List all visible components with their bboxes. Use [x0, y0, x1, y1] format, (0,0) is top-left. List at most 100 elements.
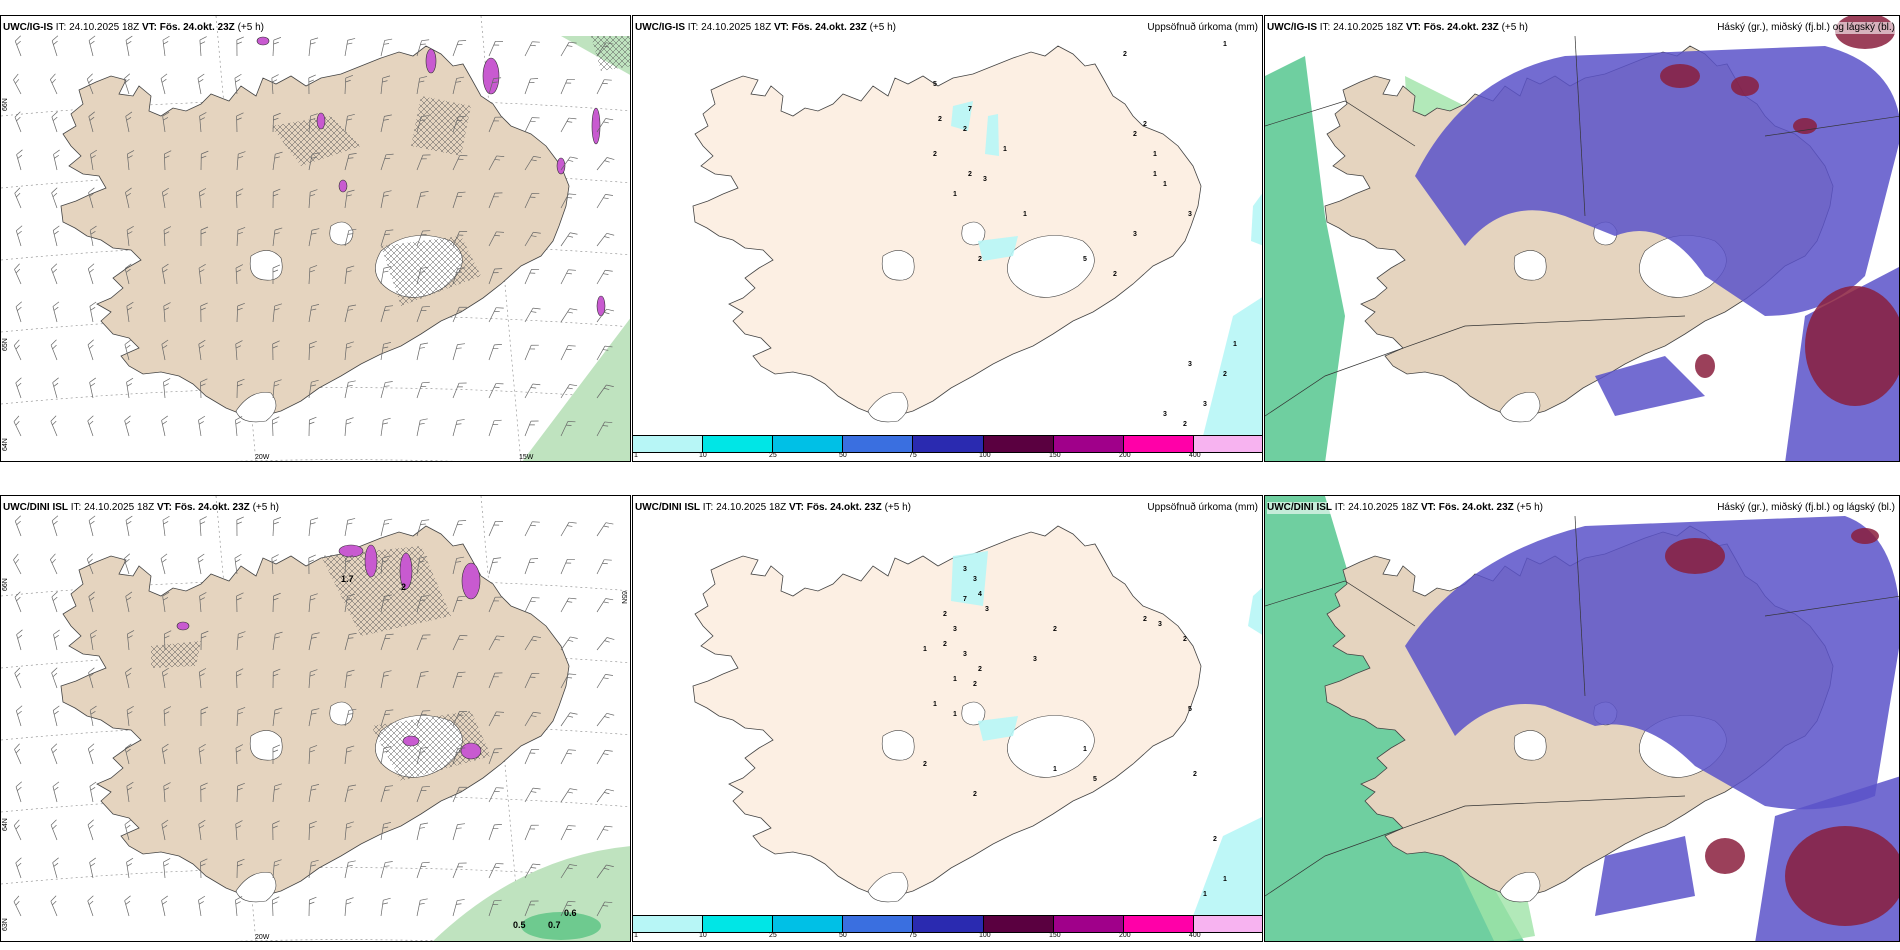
colorbar-tick-label: 1	[634, 452, 638, 459]
precip-cell	[425, 48, 437, 74]
high-cloud-area	[1793, 118, 1817, 134]
colorbar-segment	[1193, 916, 1262, 932]
wind-barb-icon	[560, 597, 577, 613]
wind-barb-icon	[272, 37, 282, 57]
wind-barb-icon	[596, 384, 614, 399]
wind-barb-icon	[416, 861, 430, 879]
wind-barb-icon	[596, 901, 613, 917]
wind-barb-icon	[198, 339, 206, 361]
wind-barb-icon	[344, 75, 354, 95]
cloud-panel-igis: UWC/IG-IS IT: 24.10.2025 18Z VT: Fös. 24…	[1264, 15, 1900, 462]
colorbar-segment	[773, 436, 844, 452]
wind-barb-icon	[308, 189, 318, 209]
wind-barb-icon	[344, 897, 354, 917]
wind-barb-icon	[236, 112, 244, 133]
glacier-outline	[1513, 730, 1547, 761]
wind-barb-icon	[235, 264, 243, 285]
lat-label: 66N	[2, 98, 9, 111]
wind-barb-icon	[51, 35, 59, 57]
wind-barb-icon	[596, 674, 613, 689]
wind-barb-icon	[488, 155, 505, 171]
wind-barb-icon	[199, 516, 207, 537]
precip-cell	[461, 562, 481, 600]
colorbar-segment	[1053, 916, 1124, 932]
precip-value-label: 2	[938, 116, 942, 123]
panel-right-title: Háský (gr.), miðský (fj.bl.) og lágský (…	[1717, 22, 1895, 33]
wind-barb-icon	[163, 226, 172, 247]
wind-barb-icon	[308, 859, 319, 879]
precip-value-label: 3	[983, 176, 987, 183]
region-border	[1265, 100, 1416, 147]
wind-barb-icon	[596, 749, 613, 765]
colorbar-segment	[703, 916, 774, 932]
wind-barb-icon	[560, 193, 577, 209]
precip-value-label: 3	[1203, 401, 1207, 408]
wind-barb-icon	[380, 38, 393, 57]
colorbar-segment	[773, 916, 844, 932]
glacier-outline	[329, 701, 354, 726]
wind-barb-icon	[235, 188, 244, 209]
cross-hatch-icon	[321, 546, 451, 636]
wind-barb-icon	[452, 343, 466, 361]
wind-barb-icon	[272, 707, 283, 727]
lat-label: 65N	[2, 338, 9, 351]
precip-value-label: 2	[1183, 636, 1187, 643]
wind-barb-icon	[452, 711, 468, 727]
precip-panel-igis: UWC/IG-IS IT: 24.10.2025 18Z VT: Fös. 24…	[632, 15, 1263, 462]
glacier-outline	[867, 392, 909, 423]
precip-shade	[521, 912, 601, 940]
wind-barb-icon	[452, 595, 466, 613]
wind-barb-icon	[199, 592, 207, 613]
precip-value-label: 1	[1003, 146, 1007, 153]
wind-barb-icon	[596, 637, 615, 651]
wind-barb-icon	[13, 415, 22, 437]
wind-barb-icon	[560, 749, 576, 765]
wind-barb-icon	[197, 73, 205, 95]
wind-barb-icon	[596, 522, 614, 537]
region-border	[1574, 35, 1586, 217]
wind-barb-icon	[272, 631, 283, 651]
wind-barb-icon	[344, 708, 357, 727]
wind-barb-icon	[488, 557, 502, 575]
mid-cloud-area	[1415, 46, 1899, 316]
wind-barb-icon	[127, 630, 135, 651]
wind-barb-icon	[272, 303, 283, 323]
wind-barb-icon	[200, 378, 208, 399]
precip-value-label: 2	[963, 126, 967, 133]
cross-hatch-icon	[151, 641, 201, 668]
wind-barb-icon	[52, 857, 59, 879]
wind-barb-icon	[50, 553, 58, 575]
wind-barb-icon	[308, 340, 317, 361]
wind-barb-icon	[88, 187, 95, 209]
wind-barb-icon	[51, 667, 58, 689]
lat-label: 63N	[2, 918, 9, 931]
wind-barb-icon	[524, 711, 541, 727]
value-label: 2	[401, 582, 407, 592]
wind-barb-icon	[272, 859, 282, 879]
wind-barb-icon	[452, 899, 465, 917]
wind-barb-icon	[488, 307, 504, 323]
wind-barb-icon	[596, 864, 614, 879]
wind-barb-icon	[560, 156, 578, 171]
precip-value-label: 1	[1223, 41, 1227, 48]
wind-barb-icon	[236, 227, 246, 247]
wind-barb-icon	[308, 304, 320, 323]
precip-cell	[316, 112, 326, 130]
wind-barb-icon	[380, 633, 394, 651]
precip-value-label: 3	[963, 651, 967, 658]
colorbar-tick-label: 200	[1119, 452, 1131, 459]
wind-barb-icon	[272, 227, 283, 247]
wind-barb-icon	[524, 749, 540, 765]
wind-barb-icon	[87, 895, 94, 917]
precip-value-label: 3	[973, 576, 977, 583]
region-border	[1764, 595, 1899, 617]
precip-value-label: 2	[968, 171, 972, 178]
wind-barb-icon	[452, 556, 465, 575]
wind-barb-icon	[52, 225, 60, 247]
wind-barb-icon	[51, 515, 59, 537]
wind-barb-icon	[163, 150, 172, 171]
wind-barb-icon	[234, 553, 242, 575]
wind-barb-icon	[124, 339, 132, 361]
cloud-map	[1265, 496, 1899, 941]
wind-barb-icon	[52, 705, 60, 727]
